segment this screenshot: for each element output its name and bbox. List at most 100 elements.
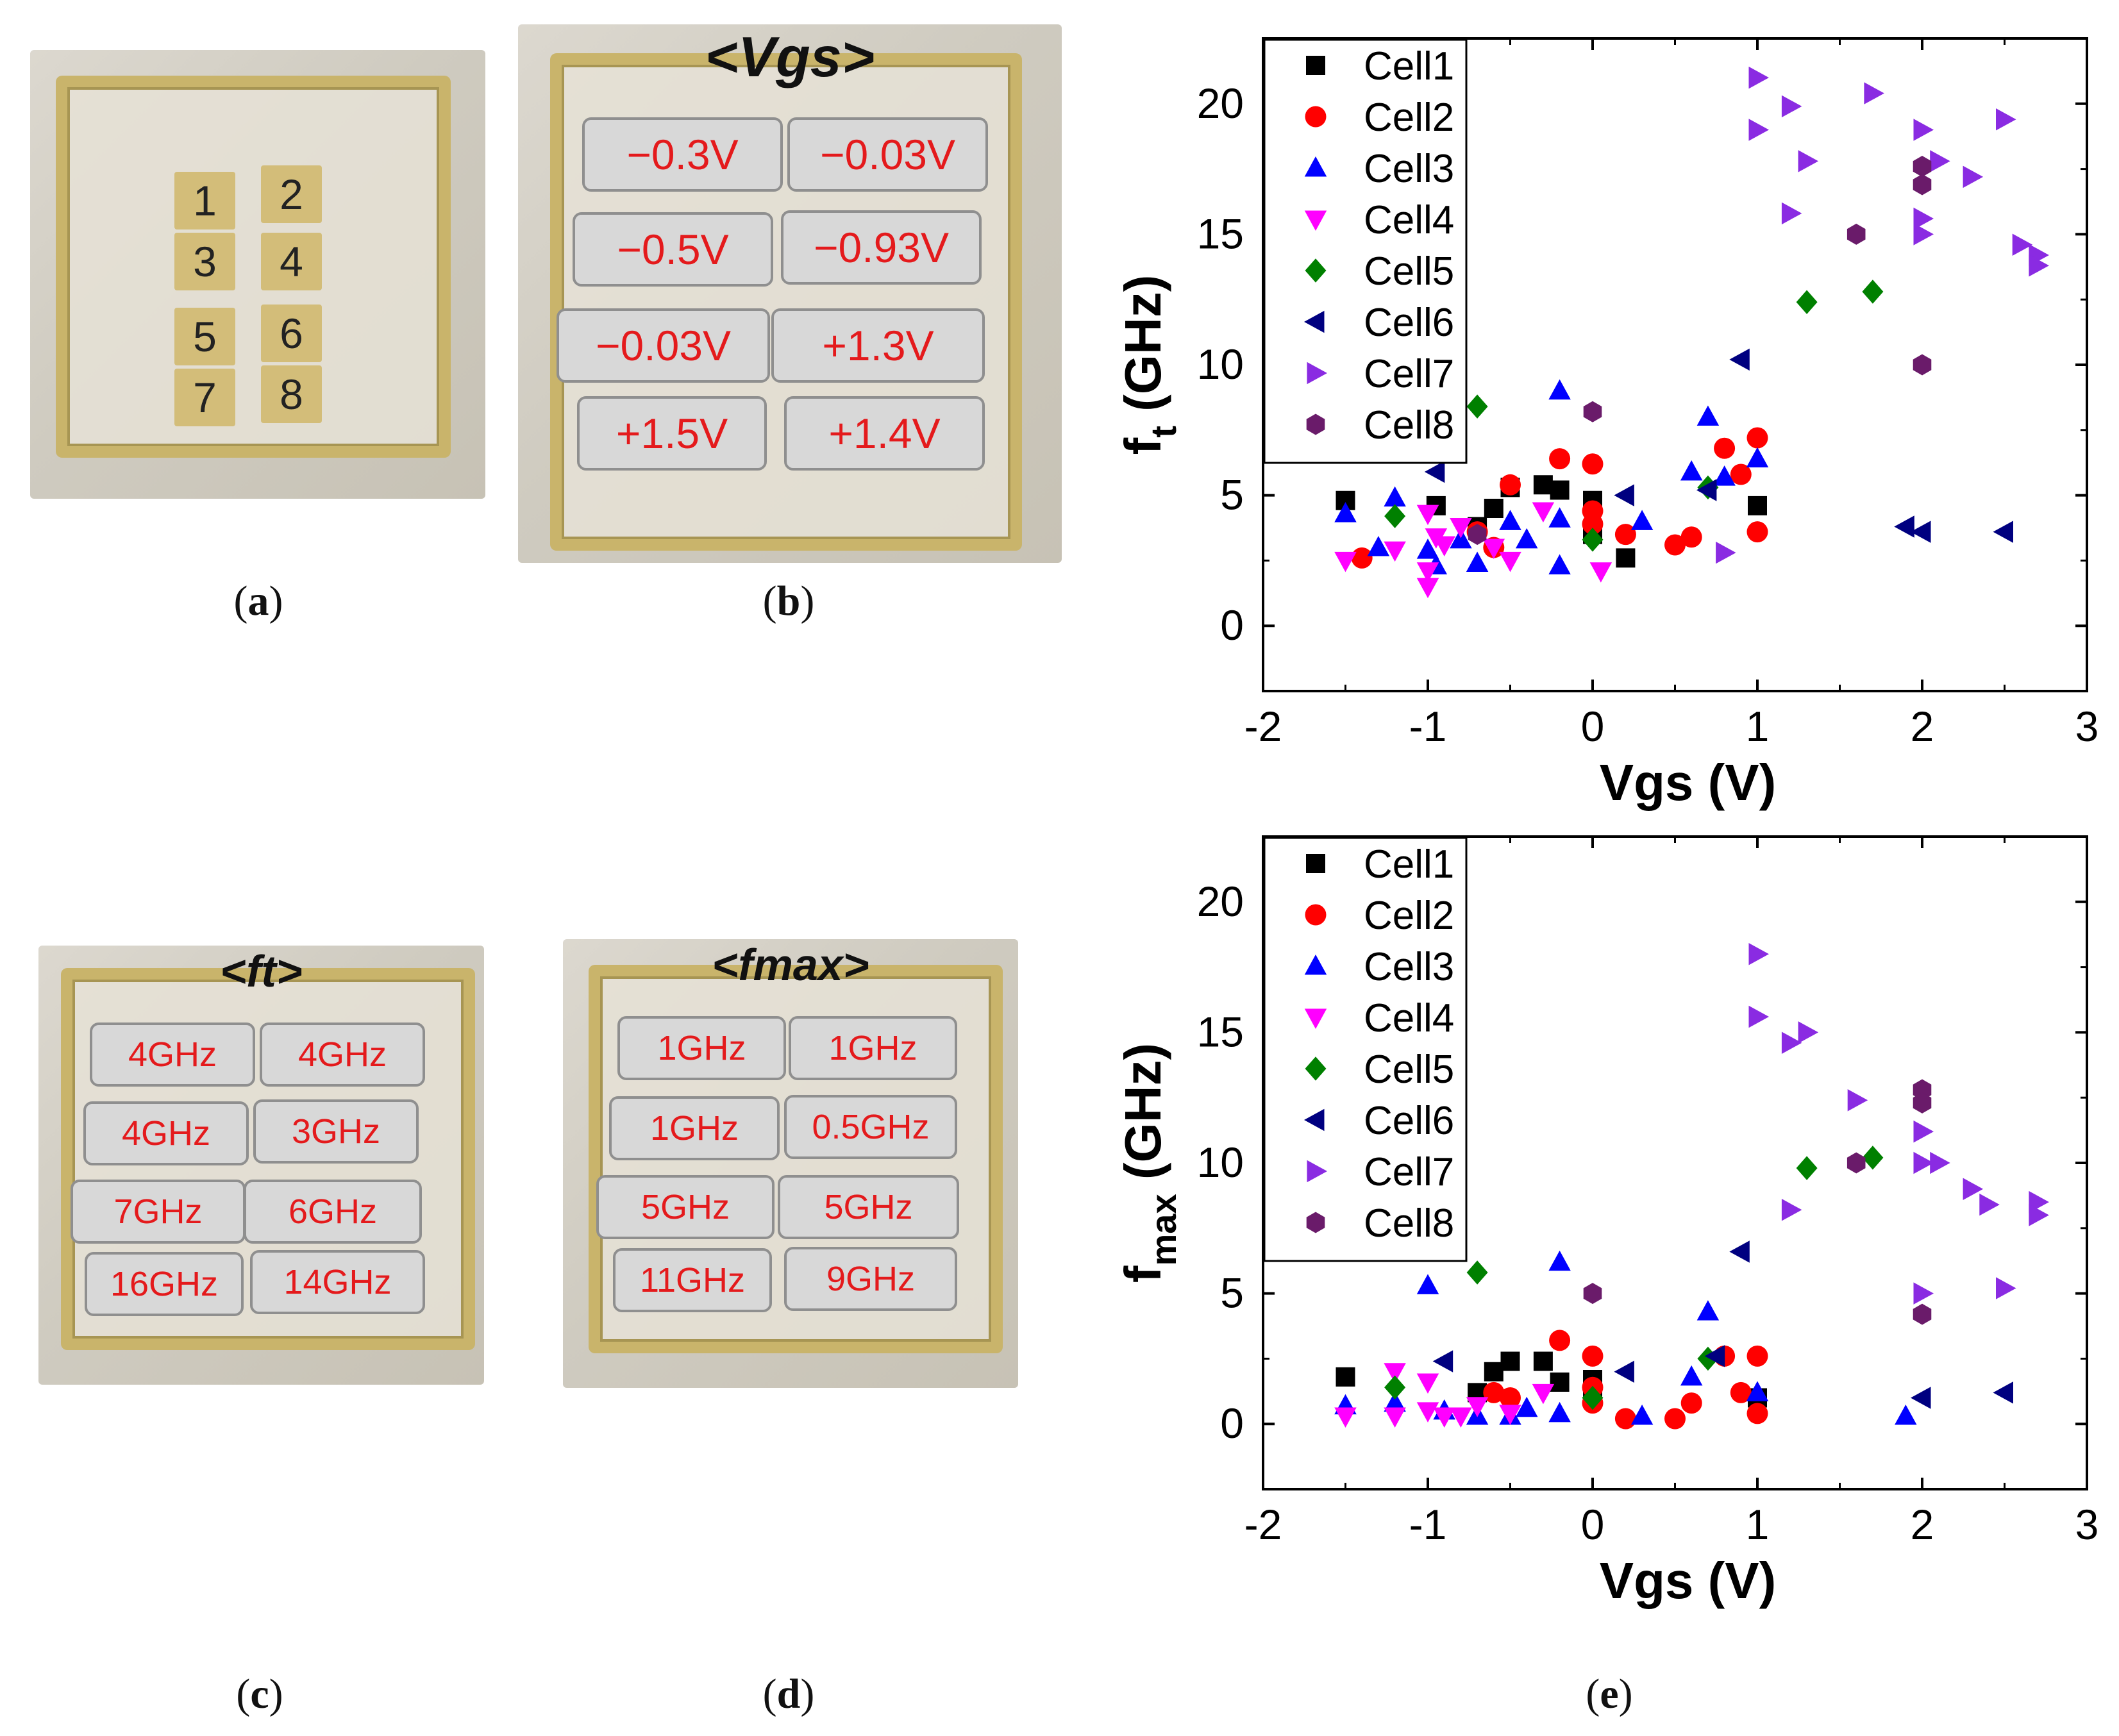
fmax-value-cell-3: 1GHz (609, 1096, 780, 1160)
x-tick-label: -1 (1409, 703, 1447, 750)
data-point-cell5 (1582, 528, 1604, 552)
data-point-cell5 (1466, 394, 1488, 419)
data-point-cell2 (1483, 1381, 1505, 1403)
caption-c: (c) (236, 1671, 283, 1717)
data-point-cell2 (1664, 534, 1686, 556)
x-tick-label: -2 (1244, 703, 1282, 750)
data-point-cell7 (1963, 165, 1984, 188)
data-point-cell5 (1466, 1260, 1488, 1285)
data-point-cell6 (1614, 484, 1634, 506)
cell-pad-4: 4 (261, 233, 322, 290)
data-point-cell8 (1913, 354, 1932, 376)
data-point-cell3 (1416, 1274, 1439, 1294)
x-axis-label: Vgs (V) (1600, 754, 1777, 811)
data-point-cell3 (1515, 528, 1538, 549)
fmax-title: <fmax> (712, 940, 869, 990)
data-point-cell3 (1499, 510, 1521, 530)
data-point-cell4 (1482, 538, 1505, 560)
data-point-cell3 (1367, 536, 1390, 556)
cell-pad-8: 8 (261, 365, 322, 423)
panel-b: <Vgs> −0.3V −0.03V −0.5V −0.93V −0.03V +… (518, 24, 1062, 563)
data-point-cell4 (1416, 562, 1439, 583)
data-point-cell1 (1550, 1373, 1570, 1392)
legend-label-cell7: Cell7 (1364, 1150, 1454, 1194)
data-point-cell5 (1384, 504, 1406, 528)
data-point-cell7 (1847, 1089, 1868, 1112)
cell-pad-3: 3 (174, 233, 235, 290)
legend-label-cell2: Cell2 (1364, 894, 1454, 938)
data-point-cell2 (1746, 1403, 1768, 1424)
data-point-cell5 (1796, 1156, 1818, 1180)
data-point-cell4 (1334, 1407, 1357, 1428)
data-point-cell2 (1746, 521, 1768, 543)
ft-value-cell-4: 3GHz (253, 1099, 419, 1164)
caption-a: (a) (233, 578, 283, 624)
data-point-cell7 (1798, 150, 1819, 172)
data-point-cell3 (1746, 447, 1769, 468)
chip-photo-a: 1 2 3 4 5 6 7 8 (30, 50, 485, 499)
data-point-cell3 (1548, 1401, 1571, 1423)
caption-b: (b) (762, 578, 815, 624)
legend-marker-cell5 (1305, 258, 1327, 283)
data-point-cell2 (1746, 1345, 1768, 1367)
data-point-cell7 (1798, 1021, 1819, 1044)
data-point-cell2 (1549, 1330, 1571, 1351)
vgs-title: <Vgs> (705, 25, 875, 88)
legend-marker-cell2 (1305, 106, 1327, 128)
legend-label-cell6: Cell6 (1364, 1099, 1454, 1143)
ft-scatter-chart: -2 -1 0 1 2 3 0 5 10 15 20 Vgs (V) ft (GHz) Cell1 Cell… (1114, 37, 2099, 811)
legend-label-cell3: Cell3 (1364, 945, 1454, 989)
chip-photo-b: <Vgs> −0.3V −0.03V −0.5V −0.93V −0.03V +… (518, 24, 1062, 563)
data-point-cell6 (1696, 479, 1717, 501)
legend-marker-cell1 (1306, 854, 1325, 873)
y-tick-label: 5 (1220, 1269, 1244, 1317)
legend-label-cell1: Cell1 (1364, 44, 1454, 88)
data-point-cell3 (1548, 379, 1571, 400)
data-point-cell3 (1384, 486, 1406, 507)
legend-label-cell5: Cell5 (1364, 249, 1454, 294)
x-tick-label: 0 (1581, 1501, 1605, 1548)
data-point-cell3 (1680, 460, 1703, 481)
data-point-cell4 (1384, 541, 1406, 562)
legend-marker-cell2 (1305, 904, 1327, 926)
y-label-sub: t (1143, 426, 1184, 438)
data-point-cell8 (1913, 174, 1932, 196)
data-point-cell4 (1450, 517, 1472, 538)
data-point-cell8 (1913, 156, 1932, 178)
data-point-cell7 (1781, 95, 1802, 118)
cell-pad-1: 1 (174, 172, 235, 230)
data-point-cell8 (1913, 1092, 1932, 1114)
data-point-cell3 (1384, 1391, 1406, 1412)
legend-box (1263, 38, 1468, 464)
data-point-cell3 (1630, 510, 1654, 530)
fmax-value-cell-6: 5GHz (778, 1175, 959, 1239)
data-point-cell1 (1336, 490, 1355, 510)
y-label-main: f (1114, 1265, 1171, 1283)
panel-c: <ft> 4GHz 4GHz 4GHz 3GHz 7GHz 6GHz 16GHz… (38, 946, 484, 1385)
data-point-cell4 (1433, 536, 1455, 556)
data-point-cell7 (1748, 66, 1769, 89)
legend-marker-cell5 (1305, 1056, 1327, 1081)
cell-number: 6 (280, 310, 303, 357)
data-point-cell2 (1680, 1392, 1702, 1414)
data-point-cell4 (1532, 502, 1555, 523)
fmax-value-cell-1: 1GHz (617, 1016, 786, 1080)
x-tick-label: 3 (2075, 1501, 2099, 1548)
y-tick-label: 10 (1197, 1139, 1244, 1186)
legend-label-cell7: Cell7 (1364, 352, 1454, 396)
legend-label-cell6: Cell6 (1364, 301, 1454, 345)
x-tick-label: 0 (1581, 703, 1605, 750)
legend-marker-cell8 (1306, 413, 1325, 435)
chip-photo-c: <ft> 4GHz 4GHz 4GHz 3GHz 7GHz 6GHz 16GHz… (38, 946, 484, 1385)
ft-value-cell-7: 16GHz (85, 1252, 244, 1316)
data-point-cell7 (2029, 1204, 2049, 1226)
data-point-cell6 (1894, 515, 1914, 538)
x-tick-label: 3 (2075, 703, 2099, 750)
cell-number: 4 (280, 238, 303, 285)
data-point-cell3 (1696, 405, 1720, 426)
vgs-value-cell-4: −0.93V (781, 210, 982, 285)
data-point-cell7 (1979, 1193, 2000, 1216)
data-point-cell2 (1730, 463, 1752, 485)
cell-number: 3 (193, 238, 217, 285)
fmax-scatter-chart: -2 -1 0 1 2 3 0 5 10 15 20 Vgs (V) fmax (GHz) Cell1 Ce… (1114, 835, 2099, 1609)
